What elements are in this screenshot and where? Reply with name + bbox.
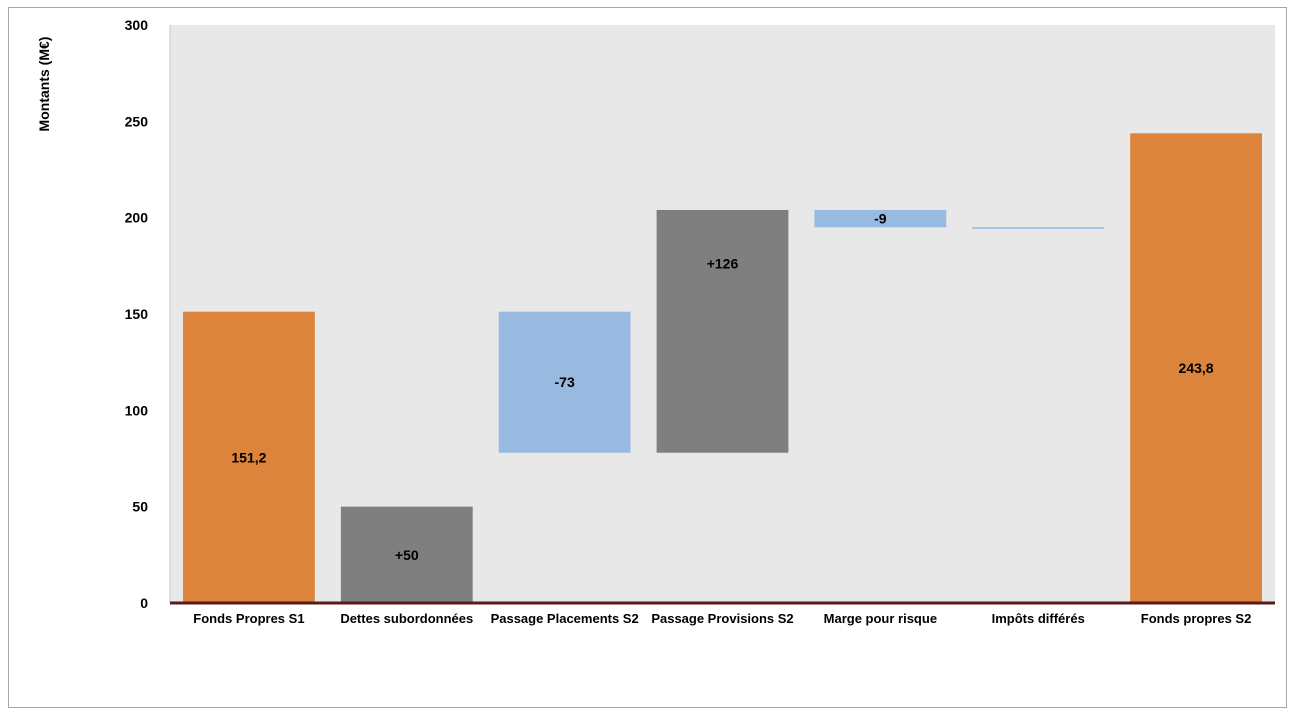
bars-layer <box>183 133 1262 603</box>
data-label: +126 <box>707 255 739 271</box>
bar-decrease <box>814 209 947 228</box>
x-category-label: Marge pour risque <box>824 611 937 626</box>
x-category-label: Passage Placements S2 <box>491 611 639 626</box>
category-labels: Fonds Propres S1 Dettes subordonnées Passa… <box>193 611 1251 626</box>
y-tick-label: 200 <box>125 210 149 226</box>
data-label: +50 <box>395 547 419 563</box>
data-label: -9 <box>874 211 887 227</box>
x-category-label: Passage Provisions S2 <box>651 611 793 626</box>
bar-decrease <box>972 227 1105 229</box>
bar-total <box>1130 133 1262 603</box>
x-category-label: Dettes subordonnées <box>340 611 473 626</box>
data-labels: 151,2 +50 -73 +126 -9 243,8 <box>231 211 1213 563</box>
data-label: 243,8 <box>1179 360 1214 376</box>
x-category-label: Fonds propres S2 <box>1141 611 1252 626</box>
y-tick-labels: 0 50 100 150 200 250 300 <box>125 17 149 611</box>
x-category-label: Fonds Propres S1 <box>193 611 304 626</box>
y-tick-label: 100 <box>125 402 149 418</box>
bar-decrease <box>498 311 631 453</box>
y-axis-title: Montants (M€) <box>36 37 52 132</box>
bar-total <box>183 311 315 603</box>
y-tick-label: 150 <box>125 306 149 322</box>
data-label: -73 <box>555 374 575 390</box>
y-tick-label: 250 <box>125 113 149 129</box>
x-category-label: Impôts différés <box>992 611 1085 626</box>
y-tick-label: 0 <box>140 595 148 611</box>
bar-increase <box>656 209 789 453</box>
data-label: 151,2 <box>231 449 266 465</box>
bar-increase <box>340 506 473 603</box>
y-tick-label: 300 <box>125 17 149 33</box>
y-tick-label: 50 <box>132 499 148 515</box>
